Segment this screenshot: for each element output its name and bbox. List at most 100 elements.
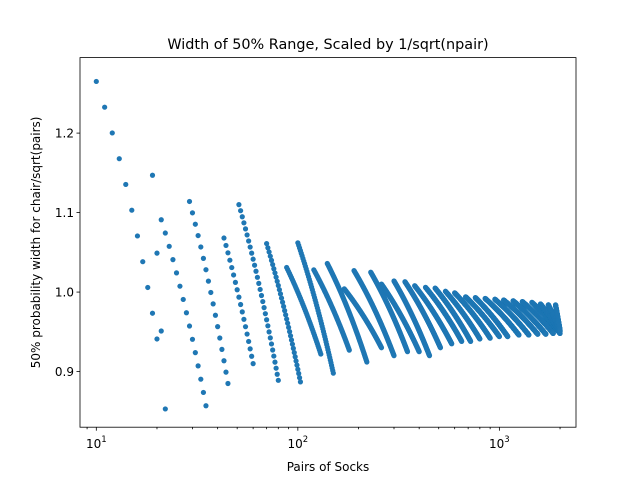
data-point xyxy=(265,245,271,251)
data-point xyxy=(158,328,164,334)
data-point xyxy=(244,232,250,238)
data-point xyxy=(189,210,196,216)
data-point xyxy=(267,253,273,259)
data-point xyxy=(229,264,235,271)
data-point xyxy=(272,359,278,365)
data-point xyxy=(158,217,164,223)
data-point xyxy=(149,172,156,178)
data-point xyxy=(192,221,198,227)
data-point xyxy=(192,350,198,356)
data-point xyxy=(116,156,122,162)
data-point xyxy=(223,369,229,375)
data-point xyxy=(449,341,455,347)
data-point xyxy=(330,370,336,376)
data-point xyxy=(275,377,281,383)
data-point xyxy=(236,294,242,300)
data-point xyxy=(231,272,237,278)
data-point xyxy=(242,324,249,330)
data-point xyxy=(166,243,172,249)
data-point xyxy=(254,274,260,280)
data-point xyxy=(109,130,115,136)
data-point xyxy=(273,365,279,371)
data-point xyxy=(170,257,176,263)
data-point xyxy=(123,181,129,188)
data-point xyxy=(203,403,209,409)
data-point xyxy=(286,324,292,331)
data-point xyxy=(296,375,303,381)
data-point xyxy=(290,345,296,351)
data-point xyxy=(183,310,190,316)
data-point xyxy=(505,333,511,340)
data-point xyxy=(292,354,298,360)
data-point xyxy=(241,316,247,322)
data-point xyxy=(279,299,286,305)
data-point xyxy=(284,316,290,322)
data-point xyxy=(265,323,271,329)
data-point xyxy=(277,291,284,297)
data-point xyxy=(189,336,196,342)
data-point xyxy=(543,331,549,337)
data-point xyxy=(134,233,141,239)
data-point xyxy=(276,287,282,293)
data-point xyxy=(288,337,295,343)
data-point xyxy=(487,335,493,341)
data-point xyxy=(318,351,324,357)
data-point xyxy=(291,349,297,356)
data-point xyxy=(180,296,186,303)
data-point xyxy=(129,207,135,213)
data-point xyxy=(162,406,168,412)
data-point xyxy=(227,257,233,263)
data-point xyxy=(93,78,99,85)
data-point xyxy=(271,266,277,272)
data-point xyxy=(496,333,502,340)
data-point xyxy=(247,244,253,250)
data-point xyxy=(295,366,301,372)
data-point xyxy=(266,329,272,335)
data-point xyxy=(289,341,296,347)
data-point xyxy=(477,336,483,342)
data-point xyxy=(283,312,289,318)
data-point xyxy=(225,250,231,256)
data-point xyxy=(249,250,255,256)
data-point xyxy=(262,311,268,317)
data-point xyxy=(266,249,272,255)
data-point xyxy=(264,240,270,247)
data-point xyxy=(249,353,255,359)
data-point xyxy=(297,379,304,385)
data-point xyxy=(270,347,276,353)
data-point xyxy=(217,335,223,341)
data-point xyxy=(232,279,239,285)
data-point xyxy=(239,309,245,315)
data-point xyxy=(221,358,227,364)
data-point xyxy=(162,230,168,236)
data-point xyxy=(173,270,180,276)
data-point xyxy=(459,338,465,344)
data-point xyxy=(215,324,221,330)
data-point xyxy=(260,298,266,305)
data-point xyxy=(285,320,291,326)
data-point xyxy=(468,338,474,344)
data-point xyxy=(437,345,444,351)
data-point xyxy=(238,208,244,214)
data-point xyxy=(346,347,352,353)
data-point xyxy=(203,267,209,273)
data-point xyxy=(261,305,267,311)
data-point xyxy=(246,338,252,345)
data-point xyxy=(219,346,225,352)
data-point xyxy=(186,323,193,329)
data-point xyxy=(274,371,280,377)
data-point xyxy=(145,284,151,291)
data-point xyxy=(140,259,146,265)
data-point xyxy=(275,282,281,289)
data-point xyxy=(186,198,193,205)
data-point xyxy=(212,312,219,318)
data-point xyxy=(205,278,212,284)
data-point xyxy=(195,232,201,239)
data-point xyxy=(242,226,249,232)
data-point xyxy=(198,244,204,250)
data-point xyxy=(239,214,245,220)
data-point xyxy=(256,280,262,286)
data-point xyxy=(244,331,250,337)
